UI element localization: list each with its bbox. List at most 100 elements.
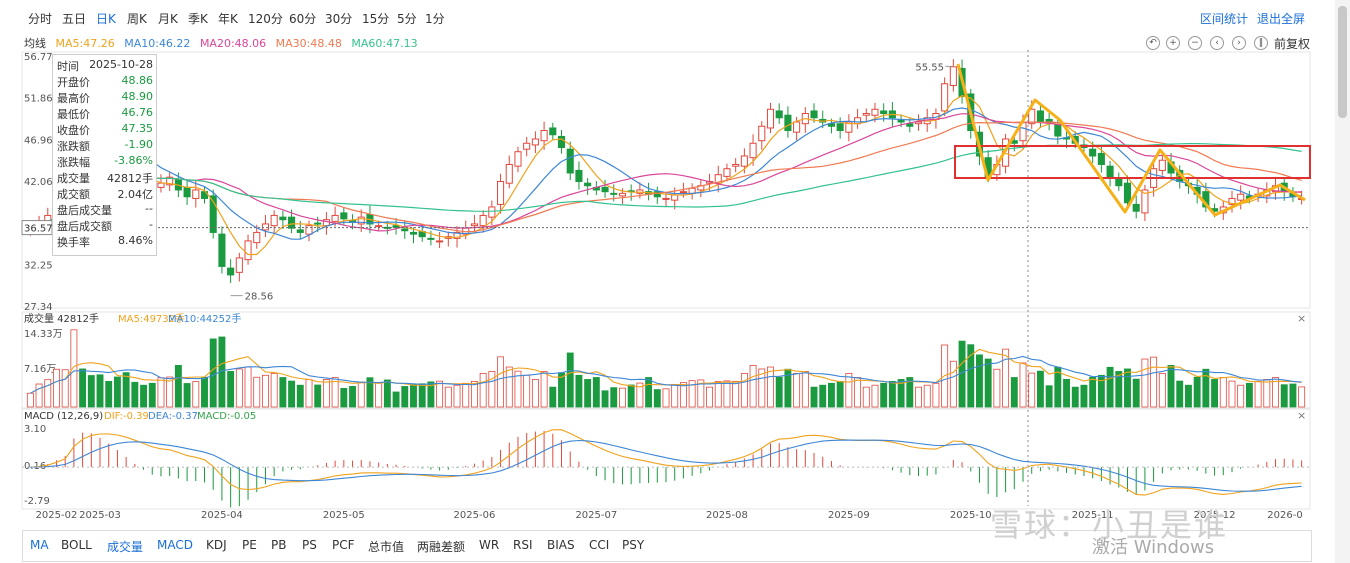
indicator-tab[interactable]: PB — [271, 538, 287, 552]
x-axis-label: 2025-02 — [36, 510, 78, 521]
info-value: -3.86% — [114, 154, 153, 167]
volume-bar — [140, 384, 147, 408]
tab-five-day[interactable]: 五日 — [62, 12, 87, 26]
volume-bar — [253, 376, 261, 408]
volume-bar — [915, 386, 922, 408]
pause-icon[interactable]: ‖ — [1254, 36, 1268, 50]
volume-bar — [453, 384, 461, 408]
volume-bar — [610, 387, 618, 408]
undo-icon[interactable]: ↶ — [1146, 36, 1160, 50]
volume-bar — [976, 354, 983, 408]
volume-bar — [688, 380, 696, 408]
candle-body — [1028, 108, 1036, 125]
indicator-tab[interactable]: BOLL — [61, 538, 92, 552]
indicator-tab[interactable]: PE — [242, 538, 257, 552]
indicator-tab[interactable]: KDJ — [206, 538, 227, 552]
indicator-tab[interactable]: 总市值 — [368, 540, 405, 554]
price-panel-frame — [21, 51, 1311, 309]
volume-bar — [714, 381, 722, 408]
tab-year-k[interactable]: 年K — [218, 12, 238, 26]
volume-bar — [314, 384, 322, 408]
scroll-thumb[interactable] — [1338, 6, 1347, 118]
indicator-tab[interactable]: 成交量 — [107, 540, 144, 554]
volume-bar — [401, 386, 409, 408]
volume-bar — [488, 371, 496, 408]
volume-bar — [96, 374, 104, 408]
candle-body — [296, 229, 304, 233]
volume-bar — [375, 382, 383, 408]
x-axis-label: 2025-09 — [828, 510, 870, 521]
volume-bar — [827, 382, 835, 408]
tab-120min[interactable]: 120分 — [248, 12, 283, 26]
tab-month-k[interactable]: 月K — [158, 12, 178, 26]
volume-bar — [749, 364, 757, 408]
volume-bar — [932, 382, 940, 408]
tab-fenshi[interactable]: 分时 — [28, 12, 53, 26]
candle-body — [227, 267, 235, 276]
indicator-tab[interactable]: PS — [302, 538, 317, 552]
volume-bar — [1089, 376, 1097, 408]
macd-tick-label: -2.79 — [24, 496, 50, 507]
restore-rights-toggle[interactable]: 前复权 — [1274, 37, 1311, 51]
activate-windows-watermark: 激活 Windows — [1092, 537, 1215, 558]
exit-fullscreen-link[interactable]: 退出全屏 — [1257, 12, 1306, 26]
candle-body — [862, 113, 870, 116]
zoom-out-icon[interactable]: − — [1188, 36, 1202, 50]
volume-bar — [645, 377, 653, 408]
volume-bar — [26, 392, 34, 408]
info-value: -- — [145, 202, 153, 215]
tab-5min[interactable]: 5分 — [397, 12, 417, 26]
indicator-tab[interactable]: WR — [479, 538, 500, 552]
scroll-right-icon[interactable]: › — [1232, 36, 1246, 50]
indicator-tab[interactable]: PSY — [622, 538, 645, 552]
zoom-in-icon[interactable]: + — [1166, 36, 1180, 50]
volume-bar — [79, 368, 87, 408]
candle-body — [1089, 148, 1097, 157]
volume-bar — [523, 374, 531, 408]
indicator-tab[interactable]: CCI — [589, 538, 610, 552]
scrollbar[interactable] — [1335, 0, 1350, 563]
scroll-left-icon[interactable]: ‹ — [1210, 36, 1224, 50]
tab-quarter-k[interactable]: 季K — [188, 12, 208, 26]
volume-bar — [854, 377, 862, 408]
volume-legend-label: 成交量 42812手 — [24, 312, 99, 325]
candle-body — [279, 216, 287, 221]
info-key: 换手率 — [57, 236, 90, 249]
macd-legend-label: MACD (12,26,9) — [24, 411, 103, 422]
tab-30min[interactable]: 30分 — [325, 12, 353, 26]
volume-bar — [880, 382, 888, 408]
candle-body — [270, 214, 278, 227]
volume-bar — [1158, 372, 1166, 408]
ma20-value: MA20:48.06 — [199, 37, 267, 50]
x-axis-label: 2025-07 — [575, 510, 617, 521]
tab-15min[interactable]: 15分 — [362, 12, 390, 26]
tab-1min[interactable]: 1分 — [425, 12, 445, 26]
interval-stats-link[interactable]: 区间统计 — [1200, 12, 1249, 26]
volume-bar — [349, 386, 356, 408]
x-axis-label: 2025-03 — [79, 510, 121, 521]
volume-bar — [288, 380, 296, 408]
indicator-tab[interactable]: RSI — [513, 538, 533, 552]
volume-bar — [549, 386, 557, 408]
tab-60min[interactable]: 60分 — [289, 12, 317, 26]
volume-bar — [1019, 362, 1027, 408]
info-value: 8.46% — [118, 234, 153, 247]
indicator-tab[interactable]: MACD — [157, 538, 193, 552]
info-value: - — [149, 218, 153, 231]
tab-week-k[interactable]: 周K — [127, 12, 147, 26]
volume-tick-label: 7.16万 — [24, 364, 56, 375]
volume-bar — [662, 388, 670, 408]
info-key: 开盘价 — [57, 76, 90, 89]
tab-day-k[interactable]: 日K — [96, 12, 116, 26]
x-axis-label: 2025-10 — [950, 510, 992, 521]
indicator-tab[interactable]: BIAS — [547, 538, 575, 552]
indicator-tab[interactable]: MA — [30, 538, 49, 552]
info-value: 2.04亿 — [117, 188, 154, 201]
volume-bar — [1106, 366, 1114, 408]
volume-bar — [444, 386, 452, 408]
candle-body — [557, 135, 566, 148]
indicator-tab[interactable]: PCF — [332, 538, 355, 552]
indicator-tab[interactable]: 两融差额 — [417, 540, 466, 554]
macd-dea-label: DEA:-0.37 — [148, 411, 198, 422]
candle-body — [253, 231, 261, 244]
